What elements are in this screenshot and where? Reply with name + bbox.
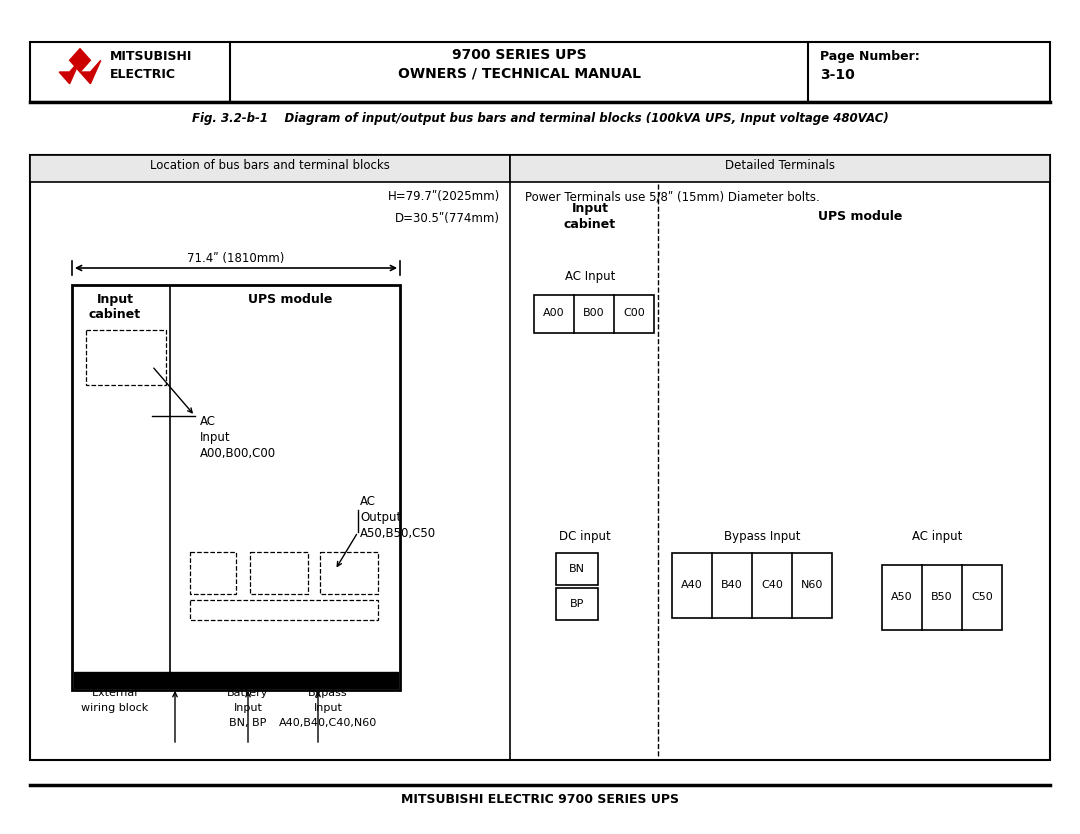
Text: Page Number:: Page Number:: [820, 50, 920, 63]
Polygon shape: [69, 48, 91, 72]
Text: DC input: DC input: [559, 530, 611, 543]
Text: BN, BP: BN, BP: [229, 718, 267, 728]
Bar: [75, 672, 399, 688]
Text: cabinet: cabinet: [89, 308, 141, 321]
Text: 3-10: 3-10: [820, 68, 854, 82]
Text: H=79.7ʺ(2025mm): H=79.7ʺ(2025mm): [388, 190, 500, 203]
Bar: [320, 552, 378, 594]
Bar: [510, 155, 1050, 182]
Text: MITSUBISHI ELECTRIC 9700 SERIES UPS: MITSUBISHI ELECTRIC 9700 SERIES UPS: [401, 793, 679, 806]
Bar: [249, 552, 308, 594]
Text: A50: A50: [891, 592, 913, 602]
Text: Detailed Terminals: Detailed Terminals: [725, 159, 835, 172]
Text: ELECTRIC: ELECTRIC: [110, 68, 176, 81]
Text: C50: C50: [971, 592, 993, 602]
Bar: [86, 330, 166, 385]
Text: OWNERS / TECHNICAL MANUAL: OWNERS / TECHNICAL MANUAL: [397, 66, 640, 80]
Text: C00: C00: [623, 308, 645, 318]
Bar: [30, 155, 510, 182]
Text: B40: B40: [721, 580, 743, 590]
Text: MITSUBISHI: MITSUBISHI: [110, 50, 192, 63]
Text: N60: N60: [800, 580, 823, 590]
Text: Power Terminals use 5/8ʺ (15mm) Diameter bolts.: Power Terminals use 5/8ʺ (15mm) Diameter…: [525, 190, 820, 203]
Text: External: External: [92, 688, 138, 698]
Text: BN: BN: [569, 564, 585, 574]
Bar: [534, 295, 654, 333]
Text: AC: AC: [360, 495, 376, 508]
Text: AC: AC: [200, 415, 216, 428]
Text: 9700 SERIES UPS: 9700 SERIES UPS: [451, 48, 586, 62]
Text: UPS module: UPS module: [818, 210, 902, 223]
Bar: [30, 155, 1050, 760]
Bar: [190, 600, 378, 620]
Bar: [190, 552, 237, 594]
Text: Input: Input: [96, 293, 134, 306]
Text: Bypass Input: Bypass Input: [724, 530, 800, 543]
Text: A40: A40: [681, 580, 703, 590]
Text: Fig. 3.2-b-1    Diagram of input/output bus bars and terminal blocks (100kVA UPS: Fig. 3.2-b-1 Diagram of input/output bus…: [191, 112, 889, 125]
Text: C40: C40: [761, 580, 783, 590]
Text: Input: Input: [200, 431, 231, 444]
Text: UPS module: UPS module: [247, 293, 333, 306]
Text: D=30.5ʺ(774mm): D=30.5ʺ(774mm): [395, 212, 500, 225]
Bar: [556, 553, 598, 585]
Text: A00: A00: [543, 308, 565, 318]
Bar: [72, 285, 400, 690]
Text: cabinet: cabinet: [564, 218, 616, 231]
Text: B50: B50: [931, 592, 953, 602]
Text: Output: Output: [360, 511, 402, 524]
Text: BP: BP: [570, 599, 584, 609]
Text: AC Input: AC Input: [565, 270, 616, 283]
Text: AC input: AC input: [912, 530, 962, 543]
Text: Input: Input: [313, 703, 342, 713]
Text: 71.4ʺ (1810mm): 71.4ʺ (1810mm): [187, 252, 285, 265]
Bar: [672, 553, 832, 618]
Text: Bypass: Bypass: [308, 688, 348, 698]
Bar: [30, 42, 1050, 102]
Polygon shape: [59, 60, 80, 83]
Text: A50,B50,C50: A50,B50,C50: [360, 527, 436, 540]
Text: Input: Input: [571, 202, 608, 215]
Text: A00,B00,C00: A00,B00,C00: [200, 447, 276, 460]
Text: Battery: Battery: [227, 688, 269, 698]
Text: Location of bus bars and terminal blocks: Location of bus bars and terminal blocks: [150, 159, 390, 172]
Text: A40,B40,C40,N60: A40,B40,C40,N60: [279, 718, 377, 728]
Bar: [556, 588, 598, 620]
Text: Input: Input: [233, 703, 262, 713]
Text: B00: B00: [583, 308, 605, 318]
Bar: [882, 565, 1002, 630]
Polygon shape: [80, 60, 100, 83]
Text: wiring block: wiring block: [81, 703, 149, 713]
